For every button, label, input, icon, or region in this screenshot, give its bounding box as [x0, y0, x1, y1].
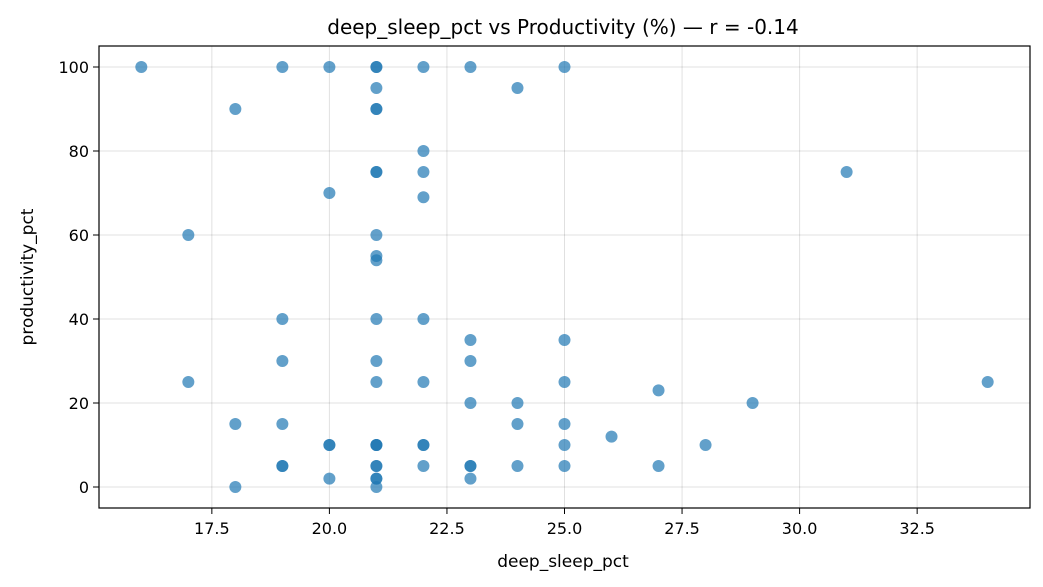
data-point: [370, 61, 383, 73]
chart-title: deep_sleep_pct vs Productivity (%) — r =…: [327, 15, 798, 39]
x-tick-label: 30.0: [782, 519, 818, 538]
y-tick-label: 0: [79, 478, 89, 497]
y-axis-label: productivity_pct: [18, 208, 38, 345]
x-tick-label: 25.0: [547, 519, 583, 538]
data-point: [464, 334, 477, 346]
y-tick-label: 100: [58, 58, 89, 77]
data-point: [417, 145, 430, 157]
data-point: [417, 166, 430, 178]
data-point: [135, 61, 148, 73]
data-point: [370, 472, 383, 485]
data-point: [370, 82, 383, 94]
data-point: [229, 103, 242, 115]
data-point: [511, 397, 524, 409]
y-tick-label: 20: [69, 394, 89, 413]
data-point: [464, 460, 477, 472]
data-point: [370, 254, 383, 267]
x-tick-label: 22.5: [429, 519, 465, 538]
data-point: [276, 460, 289, 472]
data-point: [464, 355, 477, 367]
data-point: [370, 376, 383, 388]
data-point: [370, 166, 383, 178]
y-tick-label: 40: [69, 310, 89, 329]
data-point: [605, 430, 618, 443]
data-point: [558, 439, 571, 451]
data-point: [511, 418, 524, 430]
data-point: [464, 472, 477, 485]
y-tick-label: 80: [69, 142, 89, 161]
y-tick-label: 60: [69, 226, 89, 245]
data-point: [417, 439, 430, 451]
data-point: [558, 460, 571, 472]
data-point: [276, 355, 289, 367]
data-point: [464, 61, 477, 73]
data-point: [746, 397, 759, 409]
data-point: [464, 397, 477, 409]
data-point: [417, 191, 430, 204]
data-point: [417, 460, 430, 472]
data-point: [558, 376, 571, 388]
data-point: [370, 103, 383, 115]
data-point: [370, 439, 383, 451]
data-point: [370, 460, 383, 472]
grid-lines: [99, 46, 1030, 508]
data-point: [276, 61, 289, 73]
data-point: [981, 376, 994, 388]
data-point: [323, 187, 336, 199]
x-tick-label: 32.5: [899, 519, 935, 538]
data-point: [182, 376, 195, 388]
x-tick-label: 27.5: [664, 519, 700, 538]
data-point: [840, 166, 853, 178]
data-point: [323, 439, 336, 451]
data-point: [370, 481, 383, 493]
x-tick-label: 20.0: [312, 519, 348, 538]
data-point: [558, 418, 571, 430]
data-point: [323, 61, 336, 73]
data-point: [370, 229, 383, 241]
data-point: [417, 61, 430, 73]
data-point: [276, 418, 289, 430]
data-point: [229, 418, 242, 430]
data-point: [652, 384, 665, 397]
data-point: [323, 472, 336, 485]
data-point: [229, 481, 242, 493]
x-tick-label: 17.5: [194, 519, 230, 538]
data-point: [699, 439, 712, 451]
data-point: [652, 460, 665, 472]
data-point: [558, 61, 571, 73]
data-point: [417, 376, 430, 388]
data-point: [276, 313, 289, 325]
data-point: [370, 313, 383, 325]
data-point: [511, 460, 524, 472]
data-points: [135, 61, 994, 493]
data-point: [511, 82, 524, 94]
data-point: [417, 313, 430, 325]
data-point: [558, 334, 571, 346]
data-point: [182, 229, 195, 241]
data-point: [370, 355, 383, 367]
x-axis-label: deep_sleep_pct: [497, 552, 629, 572]
y-axis: 0 20 40 60 80 100: [58, 58, 99, 497]
x-axis: 17.5 20.0 22.5 25.0 27.5 30.0 32.5: [194, 508, 935, 538]
